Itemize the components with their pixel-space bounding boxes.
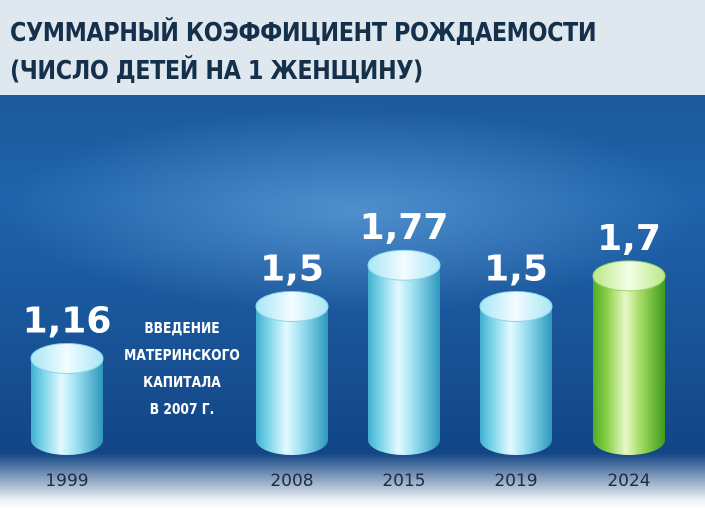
bar-body [256,306,328,455]
category-label-2019: 2019 [494,471,537,491]
note-line-1: ВВЕДЕНИЕ [144,319,220,337]
bar-body [31,358,103,455]
category-label-2024: 2024 [607,471,650,491]
note-line-3: КАПИТАЛА [143,373,221,391]
value-label-2008: 1,5 [260,249,324,290]
bar-2008 [255,291,329,455]
chart-title: СУММАРНЫЙ КОЭФФИЦИЕНТ РОЖДАЕМОСТИ [10,18,597,48]
value-label-2019: 1,5 [484,249,548,290]
bar-top [592,260,666,292]
bar-2015 [367,249,441,455]
chart-panel [0,95,705,508]
category-label-1999: 1999 [45,471,88,491]
bar-top [479,291,553,322]
bar-top [255,291,329,322]
bar-2024 [592,260,666,455]
value-label-1999: 1,16 [23,301,112,342]
bar-body [593,275,665,455]
value-label-2024: 1,7 [597,218,661,259]
bar-2019 [479,291,553,455]
bar-top [367,249,441,281]
bar-top [30,343,104,375]
maternity-capital-note: ВВЕДЕНИЕ МАТЕРИНСКОГО КАПИТАЛА В 2007 Г. [112,315,251,423]
category-label-2008: 2008 [270,471,313,491]
bar-1999 [30,343,104,455]
chart-header: СУММАРНЫЙ КОЭФФИЦИЕНТ РОЖДАЕМОСТИ (ЧИСЛО… [0,0,705,95]
bar-body [480,306,552,455]
note-line-4: В 2007 Г. [149,400,215,418]
chart-subtitle: (ЧИСЛО ДЕТЕЙ НА 1 ЖЕНЩИНУ) [10,56,423,86]
category-label-2015: 2015 [382,471,425,491]
value-label-2015: 1,77 [360,207,449,248]
bar-body [368,265,440,455]
note-line-2: МАТЕРИНСКОГО [124,346,240,364]
